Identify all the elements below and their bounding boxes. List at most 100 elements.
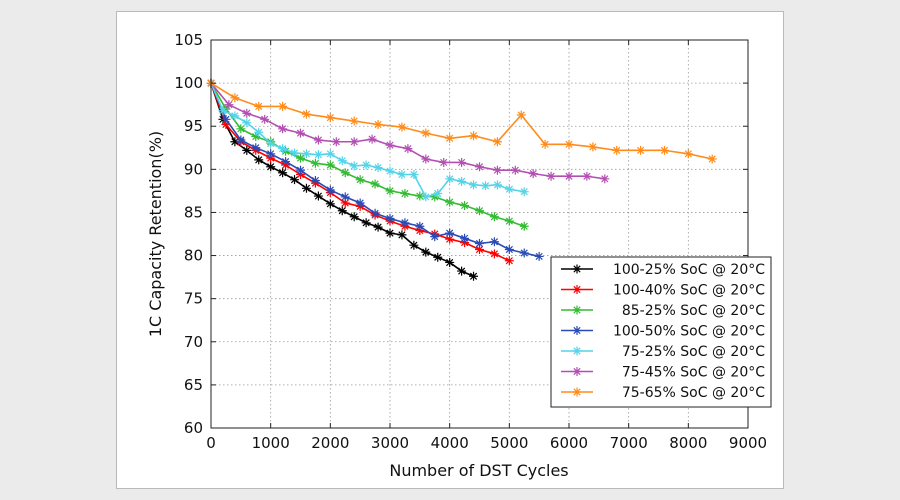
data-point [457, 157, 467, 167]
data-point [519, 221, 529, 231]
data-point [296, 153, 305, 163]
legend-item: 75-25% SoC @ 20°C [561, 344, 765, 360]
data-point [564, 139, 574, 149]
legend-item: 75-65% SoC @ 20°C [561, 385, 765, 401]
data-point [296, 128, 305, 138]
data-point [355, 175, 365, 185]
data-point [475, 238, 484, 248]
y-tick-label: 95 [184, 117, 203, 135]
data-point [457, 266, 467, 276]
legend: 100-25% SoC @ 20°C 100-40% SoC @ 20°C 85-2… [550, 256, 772, 408]
data-point [349, 161, 359, 171]
data-point [492, 165, 502, 175]
data-point [254, 101, 264, 111]
data-point [266, 138, 276, 148]
data-point [385, 140, 395, 150]
y-tick-label: 80 [184, 247, 203, 265]
data-point [325, 199, 335, 209]
data-point [260, 114, 270, 124]
data-point [409, 240, 419, 250]
data-point [331, 137, 341, 147]
data-point [373, 120, 383, 129]
y-tick-label: 75 [184, 290, 203, 308]
data-point [489, 237, 499, 247]
data-point [421, 128, 431, 138]
data-point [290, 148, 300, 158]
y-tick-label: 105 [174, 31, 203, 49]
legend-item: 100-25% SoC @ 20°C [561, 262, 765, 278]
data-point [349, 137, 359, 147]
data-point [370, 179, 380, 189]
data-point [313, 135, 323, 145]
data-point [397, 122, 407, 132]
data-point [310, 158, 320, 168]
series-5 [206, 78, 529, 202]
data-point [445, 133, 455, 143]
data-point [236, 135, 246, 145]
data-point [230, 111, 240, 121]
data-point [469, 131, 479, 141]
data-point [546, 171, 556, 181]
data-point [400, 218, 410, 228]
data-point [460, 233, 470, 243]
data-point [430, 232, 440, 242]
data-point [564, 171, 574, 181]
data-point [290, 175, 300, 185]
data-point [242, 145, 252, 155]
x-tick-label: 3000 [371, 434, 409, 452]
data-point [409, 170, 419, 180]
data-point [340, 192, 350, 202]
data-point [475, 162, 484, 172]
data-point [296, 165, 305, 175]
data-point [600, 174, 610, 184]
data-point [278, 144, 288, 154]
data-point [254, 155, 264, 165]
data-point [251, 132, 261, 142]
data-point [433, 252, 443, 262]
data-point [519, 248, 529, 258]
data-point [301, 183, 311, 193]
data-point [516, 110, 526, 120]
data-point [361, 218, 371, 228]
line-chart: 0 1000 2000 3000 4000 5000 6000 7000 8000 9000 60… [146, 31, 772, 480]
data-point [469, 180, 479, 190]
data-point [489, 212, 499, 222]
data-point [445, 174, 455, 184]
data-point [415, 221, 425, 231]
legend-box [550, 256, 772, 408]
x-tick-label: 7000 [610, 434, 648, 452]
legend-marker [572, 305, 582, 315]
data-point [278, 101, 288, 111]
legend-label: 100-40% SoC @ 20°C [613, 283, 765, 299]
series-line [210, 82, 713, 160]
legend-label: 100-25% SoC @ 20°C [613, 262, 765, 278]
data-point [457, 176, 467, 186]
data-point [528, 169, 538, 179]
data-point [445, 234, 455, 244]
legend-marker [572, 285, 582, 294]
data-point [534, 251, 544, 261]
data-point [221, 120, 231, 129]
series-3 [206, 78, 529, 231]
data-point [421, 192, 431, 202]
data-point [242, 118, 252, 128]
y-axis-label: 1C Capacity Retention(%) [146, 131, 165, 337]
data-point [337, 156, 347, 166]
x-tick-label: 8000 [669, 434, 707, 452]
data-point [325, 113, 335, 123]
data-point [266, 149, 276, 159]
data-point [325, 160, 335, 170]
data-point [340, 198, 350, 208]
data-point [340, 168, 350, 178]
legend-item: 85-25% SoC @ 20°C [561, 303, 765, 319]
data-point [480, 181, 490, 191]
data-point [278, 124, 288, 134]
legend-marker [572, 387, 582, 397]
data-point [242, 108, 252, 118]
data-point [221, 104, 231, 114]
x-tick-label: 6000 [550, 434, 588, 452]
data-point [492, 180, 502, 190]
x-axis: 0 1000 2000 3000 4000 5000 6000 7000 8000 9000 [206, 40, 767, 452]
data-point [475, 245, 484, 255]
data-point [400, 188, 410, 198]
